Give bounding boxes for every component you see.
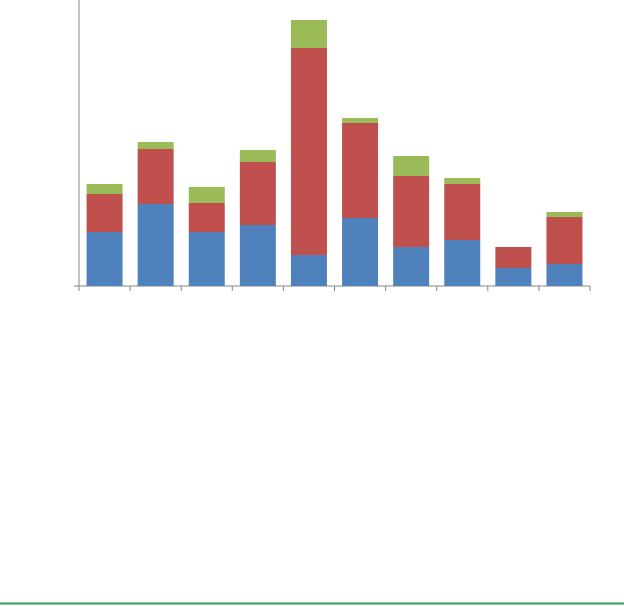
bar-segment [393,176,430,247]
bar-segment [290,48,327,255]
bar-segment [393,156,430,176]
bar-segment [546,212,583,217]
bar-segment [495,247,532,268]
bar-segment [188,187,225,203]
bar-segment [342,218,379,286]
bar-segment [86,184,123,194]
bar-segment [546,217,583,264]
bar-segment [137,142,174,149]
bar-segment [495,268,532,286]
bar-segment [444,184,481,240]
bar-segment [239,150,276,162]
bar-segment [290,255,327,286]
bar-segment [444,178,481,184]
bar-segment [290,20,327,48]
bar-segment [546,264,583,286]
bar-segment [86,194,123,232]
bar-segment [342,118,379,123]
bar-segment [188,203,225,232]
bar-segment [393,247,430,286]
bar-segment [86,232,123,286]
bar-segment [137,204,174,286]
bar-segment [342,123,379,218]
bar-segment [239,225,276,286]
bar-segment [137,149,174,204]
bar-segment [444,240,481,286]
bar-segment [188,232,225,286]
bar-segment [239,162,276,225]
